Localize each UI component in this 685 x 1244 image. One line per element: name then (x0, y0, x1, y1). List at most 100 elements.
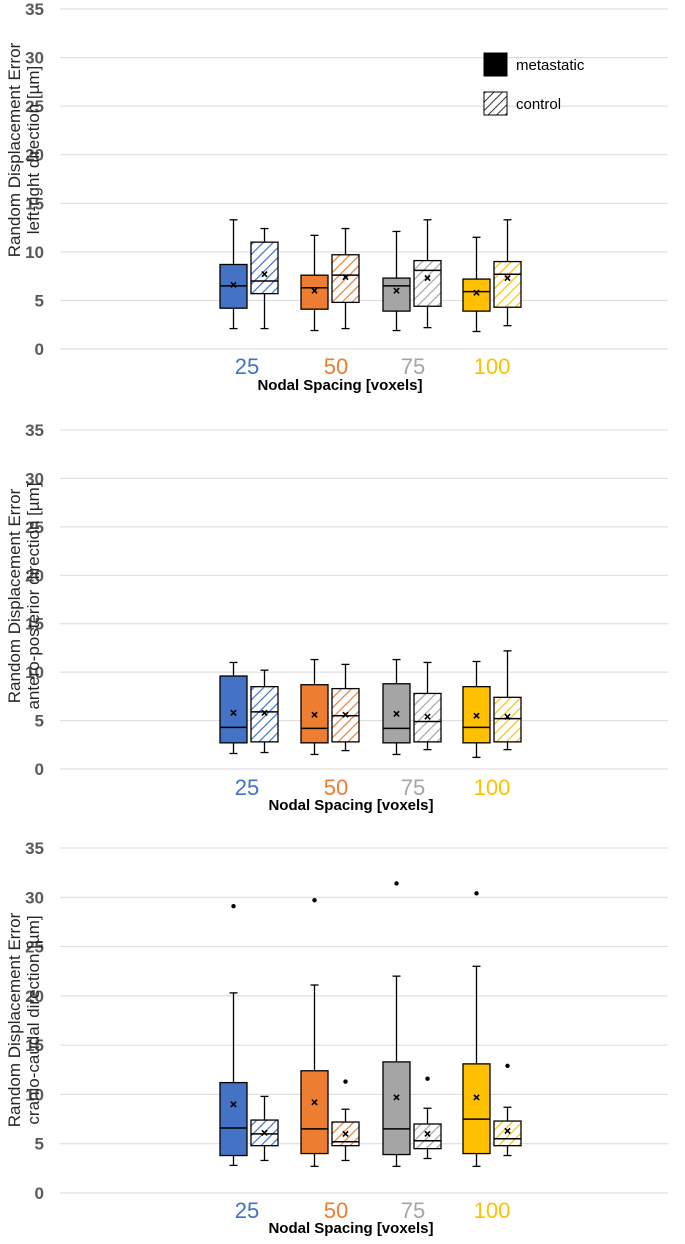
category-labels: 25 50 75 100 (235, 775, 511, 800)
y-tick-label: 10 (25, 663, 44, 682)
iqr-box (250, 686, 279, 743)
y-tick-label: 15 (25, 194, 44, 213)
y-tick-labels: 0 5 10 15 20 25 30 35 (25, 421, 44, 779)
mean-marker (311, 287, 318, 294)
y-tick-label: 0 (35, 340, 44, 359)
outlier-point (505, 1063, 510, 1069)
mean-marker (504, 274, 511, 282)
x-axis-label: Nodal Spacing [voxels] (268, 797, 433, 814)
y-tick-label: 35 (25, 0, 44, 19)
iqr-box (413, 259, 442, 307)
mean-marker (393, 710, 400, 717)
mean-marker (473, 289, 480, 296)
category-label: 25 (235, 775, 259, 800)
box-metastatic (300, 234, 329, 332)
x-axis-label: Nodal Spacing [voxels] (268, 1220, 433, 1237)
box-control (250, 669, 279, 754)
box-metastatic (462, 891, 491, 1168)
outlier-point (231, 903, 236, 909)
y-tick-label: 15 (25, 615, 44, 634)
box-metastatic (300, 898, 329, 1168)
iqr-box (493, 696, 522, 743)
mean-marker (393, 1094, 400, 1101)
y-tick-label: 5 (35, 1135, 44, 1154)
box-control (413, 219, 442, 329)
box-control (413, 661, 442, 751)
box-metastatic (382, 658, 411, 756)
y-tick-label: 5 (35, 291, 44, 310)
box-group (219, 881, 522, 1168)
y-tick-label: 30 (25, 49, 44, 68)
box-control (331, 227, 360, 330)
iqr-box (250, 241, 279, 295)
box-control (493, 219, 522, 327)
category-label: 75 (401, 354, 425, 379)
mean-marker (230, 281, 237, 289)
category-label: 50 (324, 1198, 348, 1223)
iqr-box (300, 1070, 329, 1155)
category-label: 100 (474, 775, 511, 800)
box-metastatic (219, 219, 248, 330)
panel-antero-posterior: 0 5 10 15 20 25 30 35 Random Displacement Error… (5, 421, 668, 814)
y-tick-label: 25 (25, 938, 44, 957)
y-axis-label-line2: left-right direction [µm] (24, 66, 43, 235)
y-axis-label-line1: Random Displacement Error (5, 912, 24, 1127)
mean-marker (393, 287, 400, 294)
y-tick-label: 30 (25, 888, 44, 907)
legend: metastatic control (483, 52, 585, 116)
iqr-box (493, 260, 522, 308)
category-labels: 25 50 75 100 (235, 1198, 511, 1223)
category-label: 25 (235, 1198, 259, 1223)
y-tick-label: 35 (25, 839, 44, 858)
y-tick-labels: 0 5 10 15 20 25 30 35 (25, 0, 44, 359)
box-group (219, 650, 522, 759)
y-tick-label: 20 (25, 987, 44, 1006)
mean-marker (261, 709, 268, 716)
iqr-box (331, 254, 360, 304)
mean-marker (342, 711, 349, 718)
grid-lines (60, 847, 668, 1194)
box-control (250, 227, 279, 330)
y-tick-label: 20 (25, 146, 44, 165)
iqr-box (300, 274, 329, 310)
y-tick-labels: 0 5 10 15 20 25 30 35 (25, 839, 44, 1203)
box-metastatic (462, 660, 491, 759)
legend-swatch-metastatic (483, 52, 508, 77)
category-label: 100 (474, 1198, 511, 1223)
y-axis-label-line1: Random Displacement Error (5, 488, 24, 703)
box-metastatic (382, 230, 411, 332)
mean-marker (342, 1130, 349, 1138)
mean-marker (424, 713, 431, 720)
y-tick-label: 5 (35, 712, 44, 731)
mean-marker (311, 711, 318, 718)
y-axis-label-line1: Random Displacement Error (5, 42, 24, 257)
box-control (493, 1063, 522, 1157)
iqr-box (462, 278, 491, 312)
y-tick-label: 10 (25, 1085, 44, 1104)
category-label: 50 (324, 354, 348, 379)
mean-marker (342, 273, 349, 281)
y-tick-label: 0 (35, 1184, 44, 1203)
y-axis-label-line2: antero-posterior direction [µm] (24, 482, 43, 709)
outlier-point (343, 1079, 348, 1084)
box-metastatic (462, 236, 491, 333)
box-metastatic (382, 881, 411, 1168)
mean-marker (230, 1101, 237, 1108)
legend-label-control: control (516, 96, 561, 113)
category-label: 25 (235, 354, 259, 379)
iqr-box (493, 1120, 522, 1147)
mean-marker (261, 1129, 268, 1137)
y-tick-label: 10 (25, 243, 44, 262)
outlier-point (425, 1076, 430, 1081)
box-control (413, 1076, 442, 1160)
grid-lines (60, 429, 668, 770)
y-tick-label: 25 (25, 518, 44, 537)
mean-marker (311, 1099, 318, 1106)
mean-marker (261, 271, 268, 278)
box-control (250, 1095, 279, 1162)
legend-swatch-control (483, 91, 508, 116)
x-axis-label: Nodal Spacing [voxels] (257, 377, 422, 394)
category-labels: 25 50 75 100 (235, 354, 511, 379)
iqr-box (382, 1061, 411, 1156)
